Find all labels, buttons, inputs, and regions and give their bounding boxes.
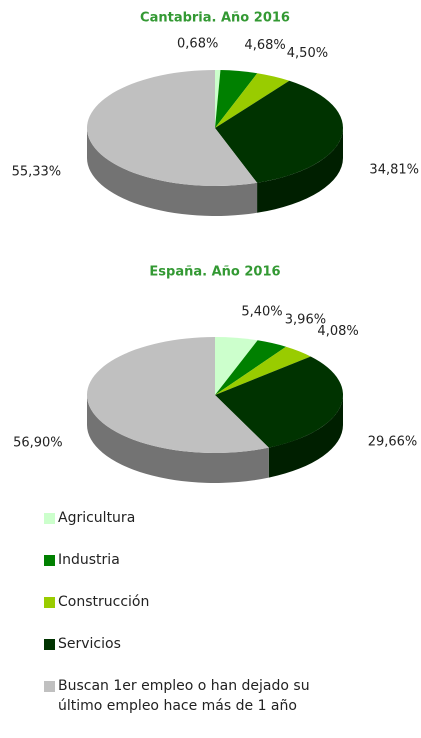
legend-swatch <box>44 513 55 524</box>
legend-swatch <box>44 639 55 650</box>
slice <box>215 70 258 128</box>
legend-label: Servicios <box>58 636 121 652</box>
data-label: 55,33% <box>12 164 62 179</box>
data-label: 3,96% <box>285 312 326 327</box>
chart-title: España. Año 2016 <box>149 265 280 280</box>
legend-item: Agricultura <box>44 508 344 528</box>
data-label: 4,68% <box>244 38 285 53</box>
legend-item: Industria <box>44 550 344 570</box>
slice <box>215 80 343 183</box>
slice <box>215 340 287 395</box>
data-label: 34,81% <box>369 162 419 177</box>
legend-label: Construcción <box>58 594 150 610</box>
legend-label: Agricultura <box>58 510 136 526</box>
slice <box>215 337 258 395</box>
data-label: 29,66% <box>368 435 418 450</box>
slice <box>215 73 290 128</box>
legend-item: Servicios <box>44 634 344 654</box>
data-label: 4,50% <box>287 46 328 61</box>
legend-label: Industria <box>58 552 120 568</box>
slice <box>215 346 311 395</box>
slice-side <box>87 395 269 483</box>
legend-swatch <box>44 597 55 608</box>
legend-item: Construcción <box>44 592 344 612</box>
legend-label: Buscan 1er empleo o han dejado su último… <box>58 678 310 714</box>
legend: Agricultura Industria Construcción Servicio… <box>44 508 344 738</box>
chart-title: Cantabria. Año 2016 <box>140 11 290 26</box>
data-label: 4,08% <box>317 324 358 339</box>
slice <box>86 70 258 186</box>
slice <box>215 70 221 128</box>
slice <box>215 356 343 448</box>
data-label: 5,40% <box>241 305 282 320</box>
legend-swatch <box>44 555 55 566</box>
data-label: 0,68% <box>177 37 218 52</box>
slice <box>87 337 269 453</box>
data-label: 56,90% <box>13 436 63 451</box>
slice-side <box>257 128 343 213</box>
slice-side <box>87 128 258 216</box>
legend-item: Buscan 1er empleo o han dejado su último… <box>44 676 344 716</box>
slice-side <box>268 395 343 478</box>
legend-swatch <box>44 681 55 692</box>
charts: Cantabria. Año 2016 0,68% 4,68%4,50% 34,81%… <box>12 11 419 483</box>
